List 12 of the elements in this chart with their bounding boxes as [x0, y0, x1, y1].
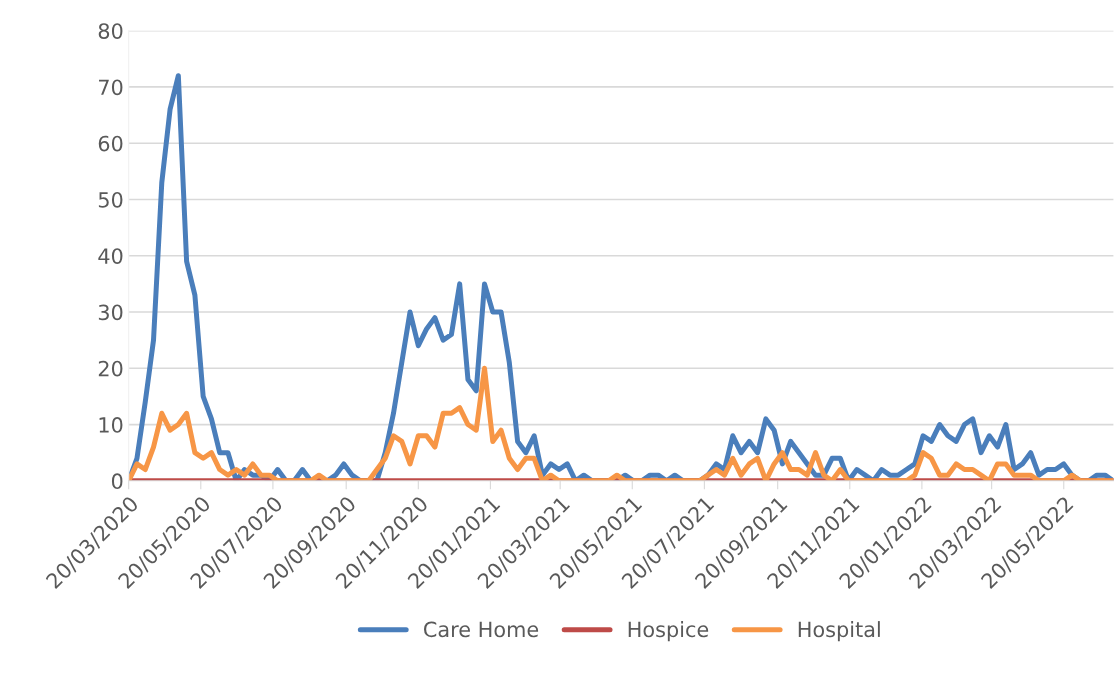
y-tick-label: 20: [98, 360, 123, 377]
y-tick-label: 10: [99, 417, 123, 433]
y-tick-label: 80: [98, 23, 123, 39]
legend-label: Hospital: [798, 621, 880, 642]
legend-label: Care Home: [424, 621, 539, 638]
y-tick-label: 40: [98, 248, 123, 264]
y-tick-label: 50: [98, 191, 123, 208]
legend-label: Hospice: [628, 621, 709, 642]
y-tick-label: 0: [111, 473, 123, 490]
y-tick-label: 70: [99, 79, 123, 96]
y-tick-label: 60: [98, 135, 123, 152]
y-tick-label: 30: [98, 304, 123, 321]
